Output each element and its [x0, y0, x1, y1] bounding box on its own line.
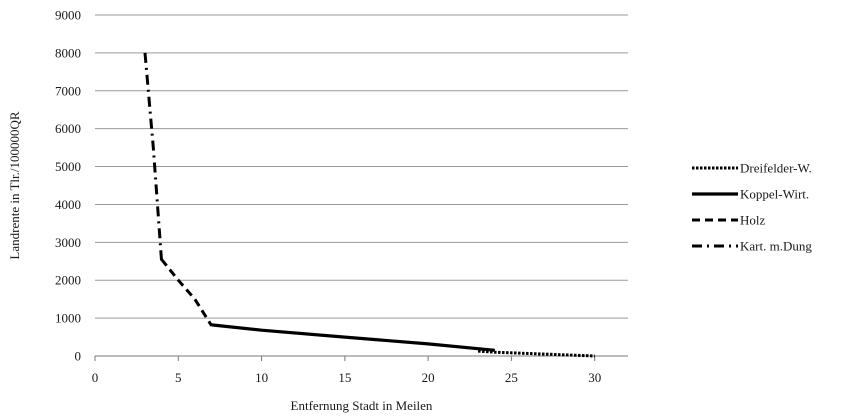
- y-tick-label-8000: 8000: [55, 45, 81, 60]
- legend-item-holz: Holz: [692, 213, 766, 228]
- series-line-koppel-wirt: [211, 323, 495, 352]
- x-tick-label-5: 5: [175, 370, 182, 385]
- series-line-dreifelder-w: [478, 349, 595, 358]
- legend-item-kart-m-dung: Kart. m.Dung: [692, 239, 812, 254]
- legend: Dreifelder-W. Koppel-Wirt. Holz Kart. m.Dun…: [692, 161, 812, 254]
- grid-lines: [95, 14, 628, 319]
- x-tick-label-15: 15: [338, 370, 351, 385]
- y-tick-label-5000: 5000: [55, 159, 81, 174]
- legend-item-koppel-wirt: Koppel-Wirt.: [692, 187, 809, 202]
- x-tick-label-20: 20: [422, 370, 435, 385]
- y-tick-label-7000: 7000: [55, 83, 81, 98]
- legend-item-dreifelder-w: Dreifelder-W.: [692, 161, 812, 176]
- legend-label-holz: Holz: [740, 213, 766, 228]
- series-line-holz: [160, 258, 213, 327]
- y-tick-label-2000: 2000: [55, 273, 81, 288]
- legend-label-dreifelder-w: Dreifelder-W.: [740, 161, 812, 176]
- x-tick-label-10: 10: [255, 370, 268, 385]
- series-lines: [143, 52, 595, 358]
- x-tick-label-25: 25: [505, 370, 518, 385]
- y-tick-label-1000: 1000: [55, 311, 81, 326]
- y-tick-label-9000: 9000: [55, 8, 81, 23]
- legend-label-koppel-wirt: Koppel-Wirt.: [740, 187, 809, 202]
- y-tick-label-3000: 3000: [55, 235, 81, 250]
- axes: [94, 355, 628, 361]
- x-axis-title: Entfernung Stadt in Meilen: [291, 398, 433, 413]
- y-axis-title: Landrente in Tlr./100000QR: [7, 111, 22, 259]
- y-tick-label-6000: 6000: [55, 121, 81, 136]
- series-line-kart-m-dung: [143, 52, 164, 262]
- y-tick-label-0: 0: [75, 349, 82, 364]
- y-tick-label-4000: 4000: [55, 197, 81, 212]
- legend-label-kart-m-dung: Kart. m.Dung: [740, 239, 812, 254]
- x-tick-label-30: 30: [588, 370, 601, 385]
- tick-labels: 0 1000 2000 3000 4000 5000 6000 7000 8000 9000 0 5 1…: [55, 8, 601, 386]
- x-tick-label-0: 0: [92, 370, 99, 385]
